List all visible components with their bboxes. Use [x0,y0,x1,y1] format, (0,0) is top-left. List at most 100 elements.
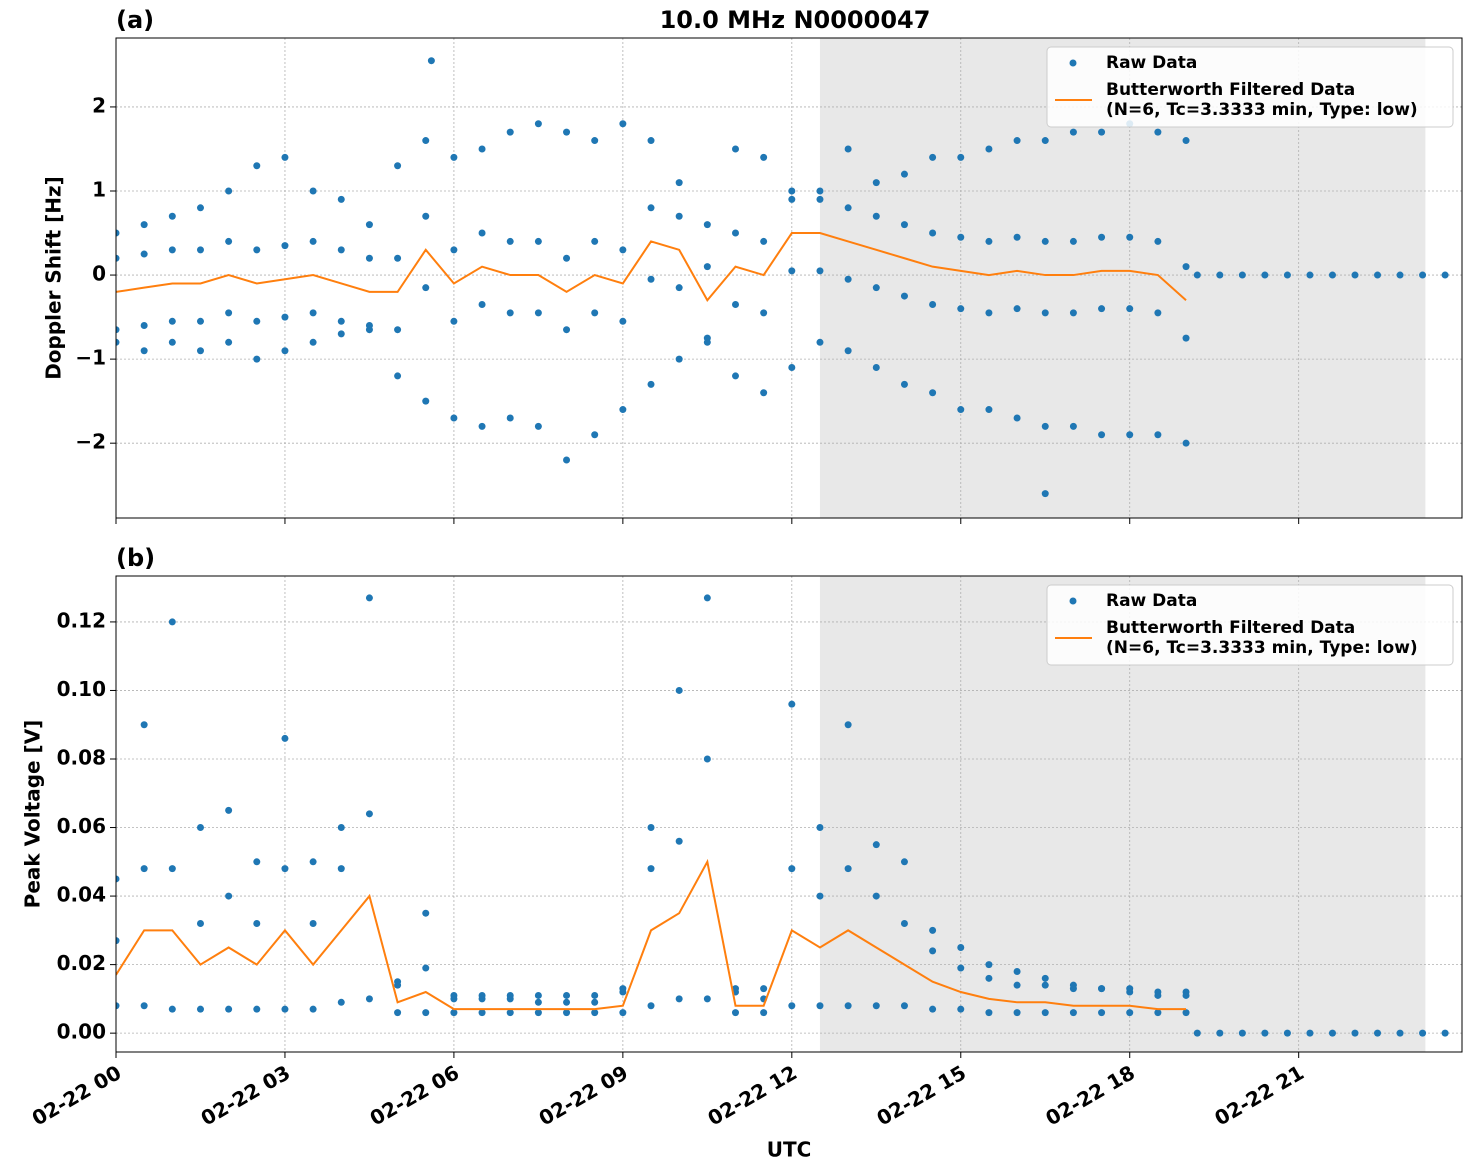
raw-point [309,1005,317,1013]
raw-point [703,338,711,346]
raw-point [196,1005,204,1013]
raw-point [365,254,373,262]
raw-point [647,380,655,388]
raw-point [1154,128,1162,136]
raw-point [731,985,739,993]
raw-point [450,414,458,422]
raw-point [703,263,711,271]
raw-point [844,865,852,873]
x-tick-label: 02-22 21 [1210,1060,1308,1130]
panel-label: (a) [116,6,154,34]
raw-point [422,137,430,145]
raw-point [196,347,204,355]
raw-point [1374,1029,1382,1037]
raw-point [1041,490,1049,498]
raw-point [957,1005,965,1013]
raw-point [675,837,683,845]
raw-point [731,1009,739,1017]
raw-point [281,865,289,873]
raw-point [1069,309,1077,317]
raw-point [196,824,204,832]
y-tick-label: 0.12 [57,608,106,632]
raw-point [478,991,486,999]
raw-point [253,1005,261,1013]
raw-point [929,947,937,955]
raw-point [563,1009,571,1017]
raw-point [985,237,993,245]
raw-point [337,865,345,873]
raw-point [506,1009,514,1017]
raw-point [985,145,993,153]
legend-label: Raw Data [1106,591,1197,611]
raw-point [253,919,261,927]
raw-point [1154,237,1162,245]
raw-point [872,892,880,900]
raw-point [1098,985,1106,993]
raw-point [731,145,739,153]
raw-point [534,1009,542,1017]
raw-point [816,1002,824,1010]
raw-point [647,204,655,212]
raw-point [731,372,739,380]
raw-point [872,179,880,187]
raw-point [675,686,683,694]
raw-point [1013,414,1021,422]
legend-box [1046,46,1454,128]
raw-point [1182,439,1190,447]
raw-point [168,865,176,873]
raw-point [116,254,120,262]
raw-point [957,406,965,414]
raw-point [591,1009,599,1017]
raw-point [422,909,430,917]
raw-point [788,187,796,195]
y-tick-label: 0.04 [57,883,106,907]
raw-point [1098,431,1106,439]
raw-point [844,145,852,153]
raw-point [900,1002,908,1010]
raw-point [619,246,627,254]
raw-point [844,347,852,355]
raw-point [1238,271,1246,279]
raw-point [563,998,571,1006]
raw-point [281,153,289,161]
raw-point [196,317,204,325]
legend-label: Butterworth Filtered Data (N=6, Tc=3.3333… [1106,80,1418,120]
raw-point [1374,271,1382,279]
raw-point [816,338,824,346]
raw-point [506,128,514,136]
raw-point [116,937,120,945]
raw-point [1238,1029,1246,1037]
raw-point [1182,263,1190,271]
legend-label: Raw Data [1106,53,1197,73]
raw-point [1351,1029,1359,1037]
raw-point [506,309,514,317]
raw-point [1154,1009,1162,1017]
raw-point [422,212,430,220]
raw-point [478,229,486,237]
raw-point [731,229,739,237]
raw-point [929,229,937,237]
raw-point [957,305,965,313]
raw-point [563,326,571,334]
raw-point [365,221,373,229]
raw-point [365,810,373,818]
raw-point [225,309,233,317]
raw-point [1441,271,1449,279]
raw-point [1193,1029,1201,1037]
raw-point [253,355,261,363]
raw-point [1154,431,1162,439]
y-tick-label: 2 [92,93,106,117]
raw-point [337,824,345,832]
raw-point [196,204,204,212]
raw-point [116,326,120,334]
raw-point [225,892,233,900]
raw-point [760,389,768,397]
raw-point [985,406,993,414]
raw-point [422,1009,430,1017]
raw-point [225,237,233,245]
raw-point [760,309,768,317]
raw-point [619,985,627,993]
raw-point [478,1009,486,1017]
raw-point [1261,271,1269,279]
